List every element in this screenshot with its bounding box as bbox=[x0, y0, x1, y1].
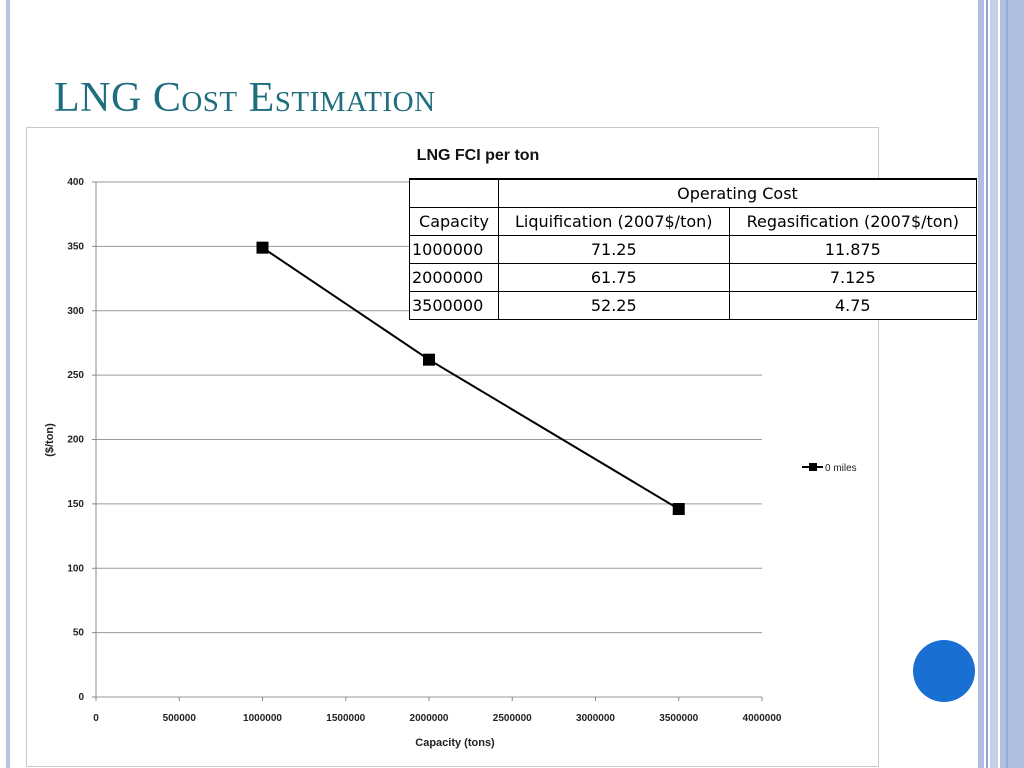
table-row: 2000000 61.75 7.125 bbox=[409, 263, 978, 292]
right-decor-band bbox=[986, 0, 988, 768]
table-cell: 71.25 bbox=[498, 235, 730, 264]
table-cell: 61.75 bbox=[498, 263, 730, 292]
y-tick-label: 100 bbox=[67, 563, 84, 574]
y-tick-label: 400 bbox=[67, 177, 84, 188]
table-row: 1000000 71.25 11.875 bbox=[409, 235, 978, 264]
x-axis-title: Capacity (tons) bbox=[415, 737, 495, 749]
legend-label: 0 miles bbox=[825, 463, 857, 474]
y-tick-label: 0 bbox=[78, 692, 84, 703]
left-border-rule bbox=[6, 0, 10, 768]
column-header: Liquification (2007$/ton) bbox=[498, 207, 730, 236]
x-tick-label: 2500000 bbox=[493, 713, 532, 724]
y-tick-label: 150 bbox=[67, 499, 84, 510]
y-tick-label: 250 bbox=[67, 370, 84, 381]
table-header-row: Capacity Liquification (2007$/ton) Regas… bbox=[409, 207, 978, 236]
data-point-marker bbox=[672, 503, 685, 516]
table-group-header-row: Operating Cost bbox=[409, 178, 977, 208]
x-tick-label: 4000000 bbox=[743, 713, 782, 724]
x-tick-label: 0 bbox=[93, 713, 99, 724]
right-decor-band bbox=[978, 0, 984, 768]
column-header: Regasification (2007$/ton) bbox=[728, 207, 978, 236]
x-tick-label: 3000000 bbox=[576, 713, 615, 724]
table-corner-cell bbox=[409, 178, 499, 208]
x-tick-label: 1500000 bbox=[326, 713, 365, 724]
x-tick-label: 500000 bbox=[163, 713, 197, 724]
data-point-marker bbox=[256, 241, 269, 254]
table-row: 3500000 52.25 4.75 bbox=[409, 291, 978, 320]
right-decor-band bbox=[1006, 0, 1008, 768]
column-header: Capacity bbox=[409, 207, 499, 236]
y-tick-label: 300 bbox=[67, 306, 84, 317]
slide-action-button[interactable] bbox=[913, 640, 975, 702]
chart-series bbox=[256, 241, 685, 516]
operating-cost-table: Operating Cost Capacity Liquification (2… bbox=[409, 178, 978, 320]
chart-title: LNG FCI per ton bbox=[417, 147, 540, 164]
table-cell: 4.75 bbox=[728, 291, 978, 320]
table-cell: 52.25 bbox=[498, 291, 730, 320]
table-cell: 3500000 bbox=[409, 291, 499, 320]
y-tick-label: 50 bbox=[73, 628, 85, 639]
table-cell: 1000000 bbox=[409, 235, 499, 264]
x-tick-label: 1000000 bbox=[243, 713, 282, 724]
right-decor-band bbox=[1000, 0, 1024, 768]
table-cell: 11.875 bbox=[728, 235, 978, 264]
data-point-marker bbox=[423, 353, 435, 366]
table-cell: 2000000 bbox=[409, 263, 499, 292]
right-decor-band bbox=[990, 0, 998, 768]
x-tick-label: 3500000 bbox=[659, 713, 698, 724]
y-tick-label: 350 bbox=[67, 241, 84, 252]
chart-tick-labels: 0 50 100 150 200 250 300 350 400 0 500000 1000000 15… bbox=[67, 177, 782, 724]
y-tick-label: 200 bbox=[67, 435, 84, 446]
chart-legend: 0 miles bbox=[802, 463, 857, 474]
legend-marker bbox=[809, 463, 817, 471]
y-axis-title: ($/ton) bbox=[44, 423, 56, 457]
table-group-header: Operating Cost bbox=[498, 178, 977, 208]
table-cell: 7.125 bbox=[728, 263, 978, 292]
slide-title: LNG Cost Estimation bbox=[54, 75, 436, 121]
x-tick-label: 2000000 bbox=[410, 713, 449, 724]
